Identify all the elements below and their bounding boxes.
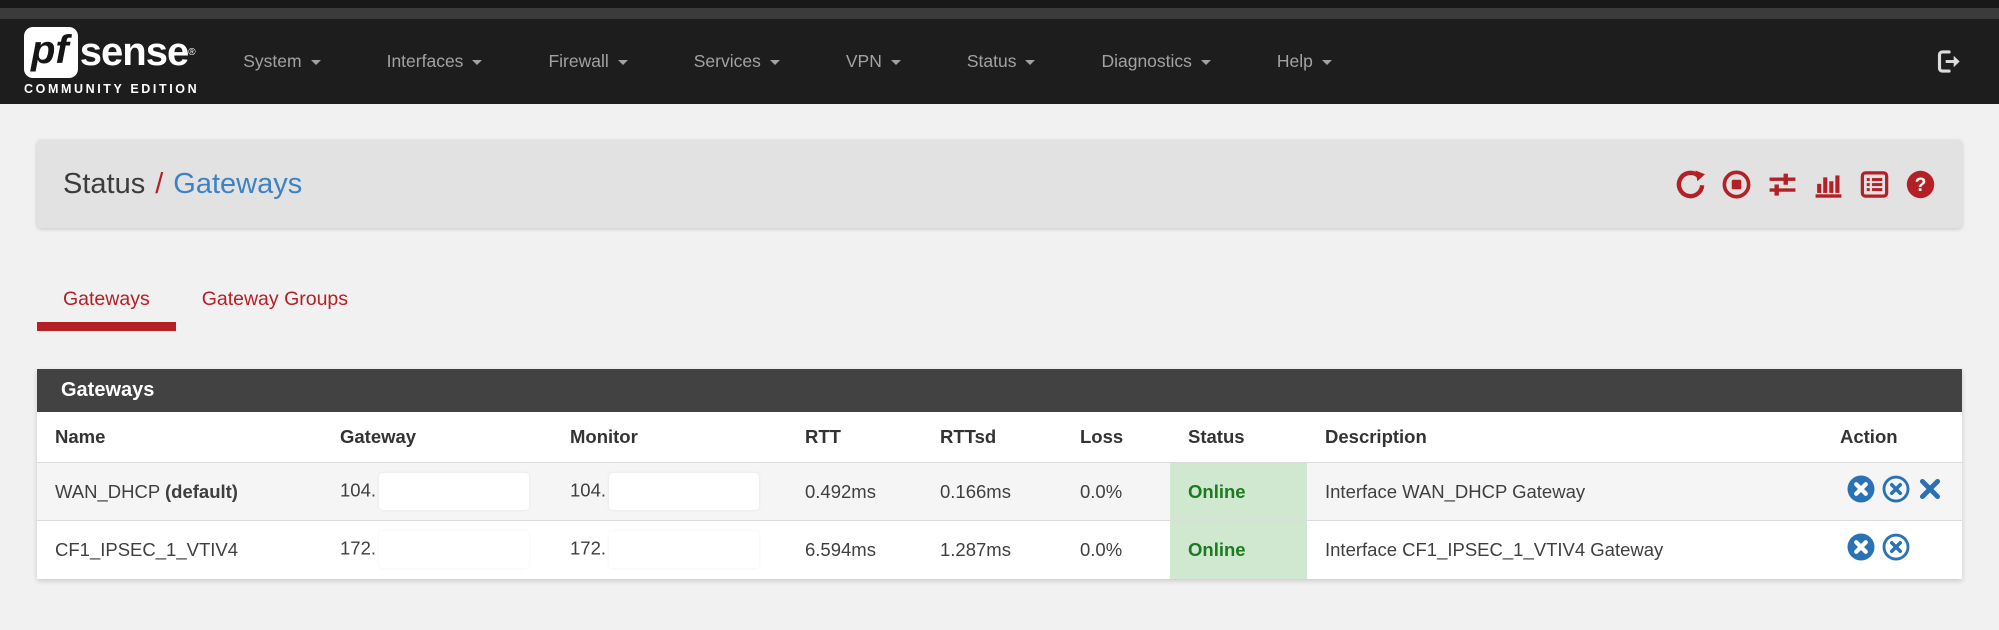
rttsd-value: 0.166ms [940,480,1011,502]
panel-title: Gateways [37,369,1962,412]
sign-out-icon[interactable] [1935,48,1962,75]
col-rttsd: RTTsd [922,412,1062,463]
breadcrumb-separator: / [155,167,164,200]
chevron-down-icon [617,60,628,65]
col-monitor: Monitor [552,412,787,463]
circle-x-outline-icon[interactable] [1881,532,1911,562]
chevron-down-icon [310,60,321,65]
top-navbar: pf sense ® COMMUNITY EDITION System Interf… [0,19,1999,104]
col-loss: Loss [1062,412,1170,463]
pfsense-logo[interactable]: pf sense ® COMMUNITY EDITION [24,27,199,96]
pfsense-logo-pf: pf [24,27,78,78]
chevron-down-icon [769,60,780,65]
breadcrumb-page-link[interactable]: Gateways [173,167,303,200]
status-badge: Online [1170,520,1307,579]
menu-help[interactable]: Help [1277,51,1332,72]
stop-icon[interactable] [1721,169,1752,200]
menu-services[interactable]: Services [694,51,780,72]
menu-system[interactable]: System [243,51,321,72]
status-badge: Online [1170,462,1307,521]
rtt-value: 6.594ms [805,538,876,560]
circle-x-solid-icon[interactable] [1846,474,1876,504]
pfsense-logo-sense: sense [79,30,189,74]
menu-diagnostics[interactable]: Diagnostics [1101,51,1211,72]
menu-status[interactable]: Status [967,51,1036,72]
circle-x-outline-icon[interactable] [1881,474,1911,504]
breadcrumb-toolbar: ? [1675,169,1936,200]
col-action: Action [1822,412,1962,463]
help-icon[interactable]: ? [1905,169,1936,200]
gateway-ip: 172. [340,537,377,559]
redacted-ip [379,473,530,510]
registered-mark: ® [188,47,196,58]
menu-vpn[interactable]: VPN [846,51,901,72]
gateway-description: Interface WAN_DHCP Gateway [1325,480,1586,502]
breadcrumb-section: Status [63,167,146,200]
chevron-down-icon [1200,60,1211,65]
gateways-panel: Gateways Name Gateway Monitor RTT RTTsd … [37,369,1962,579]
community-edition-tagline: COMMUNITY EDITION [24,82,200,96]
window-top-strip [0,0,1999,8]
col-name: Name [37,412,322,463]
window-title-strip [0,8,1999,19]
redacted-ip [379,531,530,569]
page-tabs: Gateways Gateway Groups [37,276,1962,331]
tab-gateways[interactable]: Gateways [37,276,176,331]
col-gateway: Gateway [322,412,552,463]
circle-x-solid-icon[interactable] [1846,532,1876,562]
refresh-icon[interactable] [1675,169,1706,200]
gateway-name: WAN_DHCP [55,480,160,502]
svg-text:?: ? [1915,173,1927,195]
chevron-down-icon [472,60,483,65]
sliders-icon[interactable] [1767,169,1798,200]
gateway-name: CF1_IPSEC_1_VTIV4 [55,538,239,560]
table-header-row: Name Gateway Monitor RTT RTTsd Loss Stat… [37,412,1962,463]
redacted-ip [609,473,760,510]
x-mark-icon[interactable] [1916,475,1944,503]
loss-value: 0.0% [1080,538,1123,560]
table-row: WAN_DHCP (default) 104. 104. 0.492ms 0.1… [37,462,1962,521]
monitor-ip: 104. [570,479,607,501]
gateway-description: Interface CF1_IPSEC_1_VTIV4 Gateway [1325,538,1664,560]
rttsd-value: 1.287ms [940,538,1011,560]
redacted-ip [609,531,760,569]
table-row: CF1_IPSEC_1_VTIV4 172. 172. 6.594ms 1.28… [37,520,1962,579]
chevron-down-icon [890,60,901,65]
gateways-table: Name Gateway Monitor RTT RTTsd Loss Stat… [37,412,1962,579]
gateway-ip: 104. [340,479,377,501]
col-rtt: RTT [787,412,922,463]
menu-interfaces[interactable]: Interfaces [387,51,483,72]
logs-list-icon[interactable] [1859,169,1890,200]
col-status: Status [1170,412,1307,463]
chevron-down-icon [1025,60,1036,65]
page-content: Status / Gateways [0,140,1999,579]
tab-gateway-groups[interactable]: Gateway Groups [201,288,349,310]
menu-firewall[interactable]: Firewall [548,51,628,72]
default-tag: (default) [165,480,238,502]
monitor-ip: 172. [570,537,607,559]
main-menu: System Interfaces Firewall Services VPN … [243,51,1332,72]
loss-value: 0.0% [1080,480,1123,502]
col-description: Description [1307,412,1822,463]
rtt-value: 0.492ms [805,480,876,502]
monitoring-chart-icon[interactable] [1813,169,1844,200]
breadcrumb: Status / Gateways [37,140,1962,228]
chevron-down-icon [1321,60,1332,65]
